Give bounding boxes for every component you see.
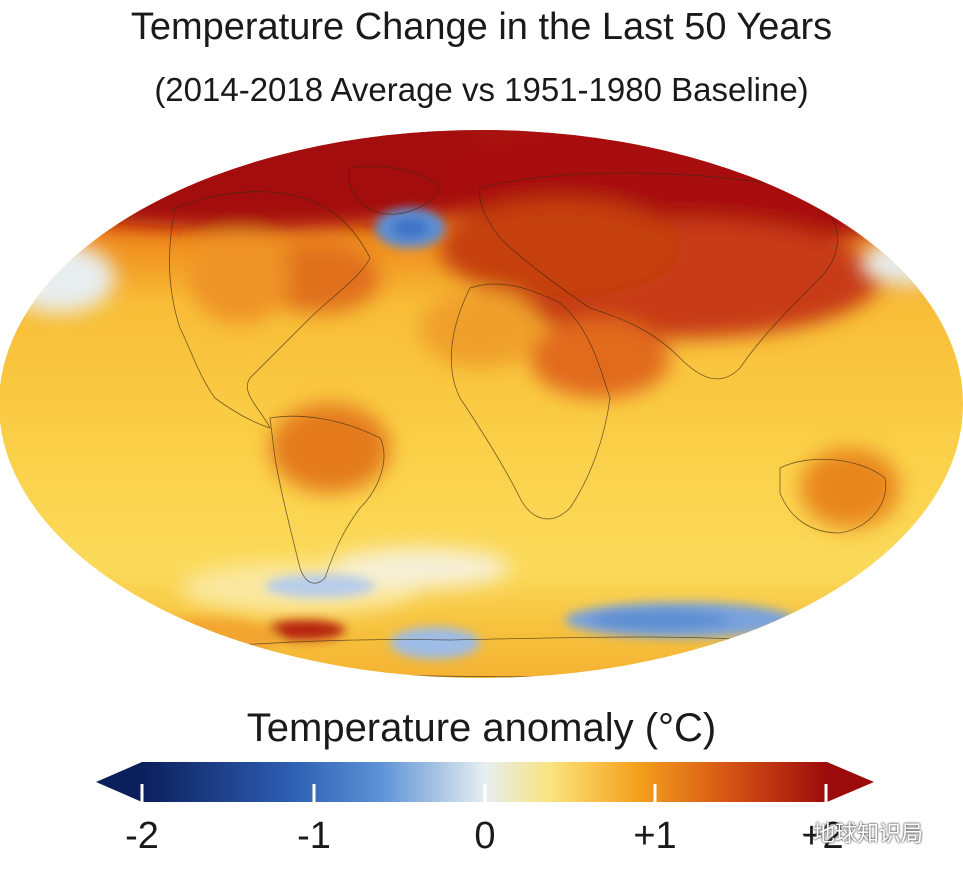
world-anomaly-map	[0, 128, 963, 680]
tick-label: -2	[125, 815, 159, 857]
continent-outlines	[169, 165, 887, 678]
anomaly-field	[0, 130, 963, 678]
watermark: 地球知识局	[768, 816, 923, 848]
eurasia-outline	[479, 172, 838, 380]
south-america-outline	[269, 415, 385, 584]
legend-title: Temperature anomaly (°C)	[246, 706, 717, 750]
australia-outline	[779, 458, 887, 534]
greenland-outline	[348, 165, 441, 215]
tick-label: -1	[297, 815, 331, 857]
europe-africa-outline	[450, 283, 611, 520]
tick-label: +1	[633, 815, 677, 857]
north-america-outline	[169, 191, 371, 429]
map-subtitle: (2014-2018 Average vs 1951-1980 Baseline…	[154, 71, 809, 108]
tick-label: 0	[474, 815, 496, 857]
watermark-text: 地球知识局	[813, 822, 924, 847]
cold-anomalies	[265, 208, 795, 659]
tick-label: +2	[800, 815, 844, 857]
colorbar-right-arrow	[827, 762, 874, 802]
map-title: Temperature Change in the Last 50 Years	[130, 6, 833, 48]
wechat-icon	[769, 823, 804, 847]
colorbar	[0, 758, 963, 814]
colorbar-ticks	[140, 784, 828, 804]
colorbar-left-arrow	[96, 762, 142, 802]
